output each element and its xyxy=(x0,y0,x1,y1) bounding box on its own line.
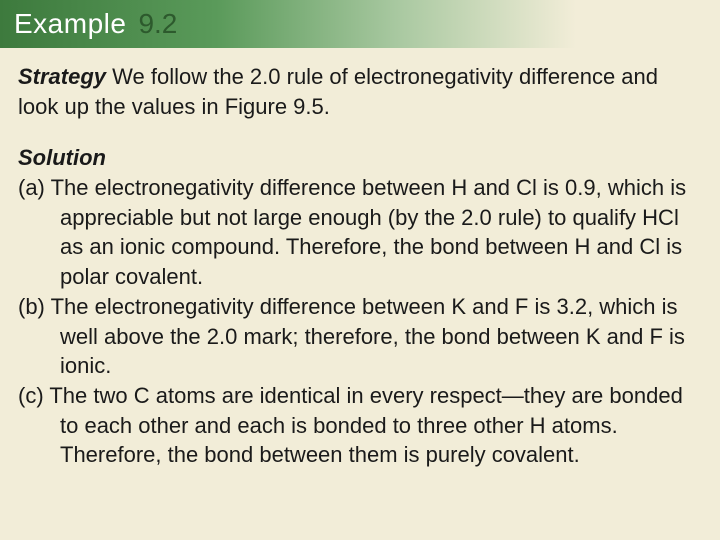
content-area: Strategy We follow the 2.0 rule of elect… xyxy=(0,48,720,470)
solution-block: Solution (a) The electronegativity diffe… xyxy=(18,143,702,470)
solution-item-a: (a) The electronegativity difference bet… xyxy=(18,173,702,292)
solution-label: Solution xyxy=(18,143,702,173)
strategy-text: We follow the 2.0 rule of electronegativ… xyxy=(18,64,658,119)
example-number: 9.2 xyxy=(138,8,177,40)
strategy-label: Strategy xyxy=(18,64,106,89)
solution-item-b: (b) The electronegativity difference bet… xyxy=(18,292,702,381)
solution-item-c: (c) The two C atoms are identical in eve… xyxy=(18,381,702,470)
strategy-block: Strategy We follow the 2.0 rule of elect… xyxy=(18,62,702,121)
example-header: Example 9.2 xyxy=(0,0,720,48)
example-label: Example xyxy=(14,8,126,40)
